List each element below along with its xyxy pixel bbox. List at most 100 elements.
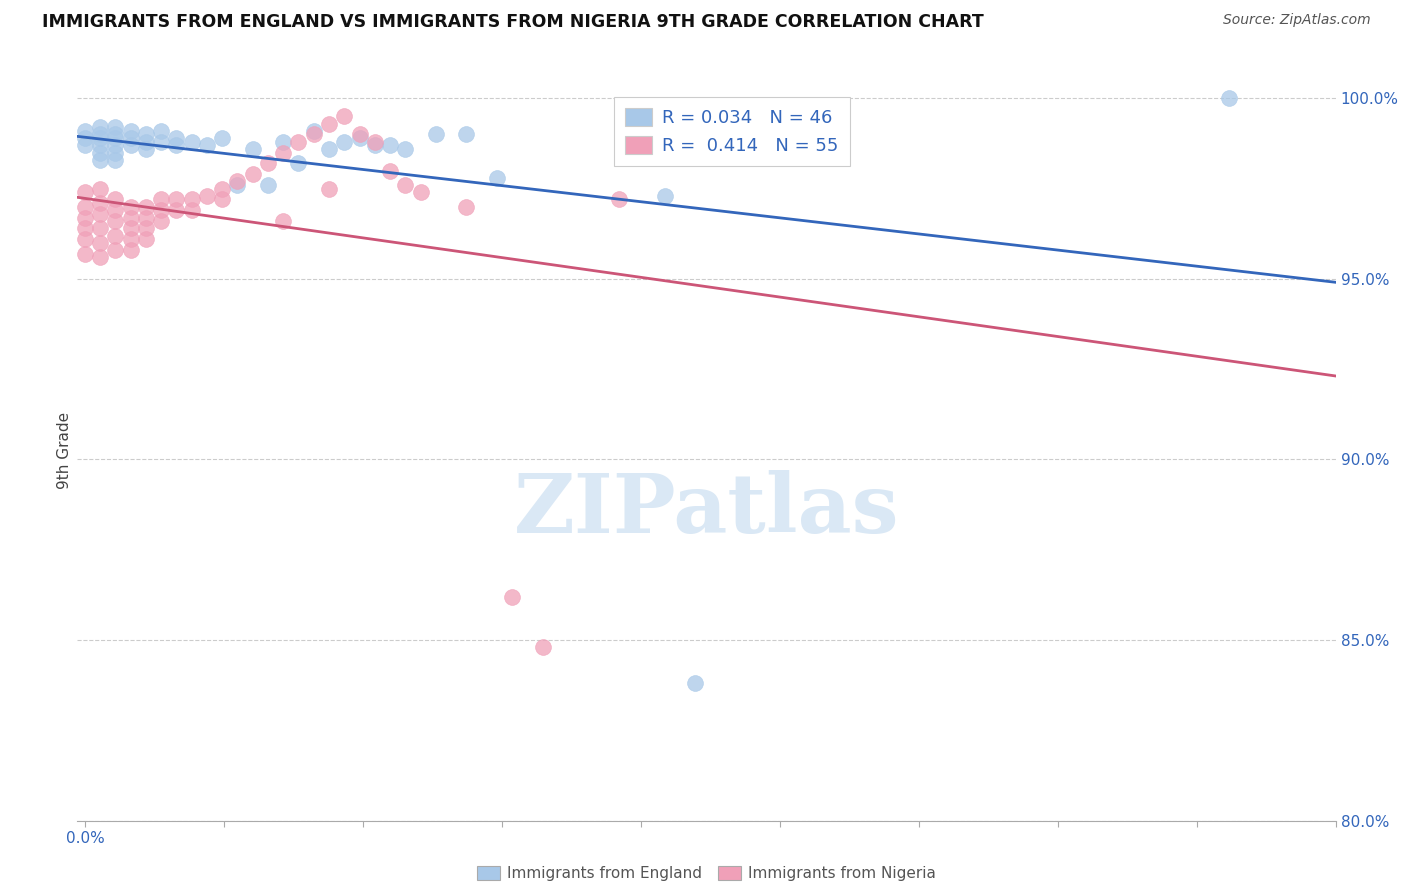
Point bbox=[73, 186, 96, 200]
Point bbox=[287, 135, 309, 149]
Point bbox=[73, 124, 96, 138]
Point bbox=[211, 193, 233, 207]
Point bbox=[378, 138, 401, 153]
Point bbox=[318, 117, 340, 131]
Point bbox=[349, 131, 371, 145]
Point bbox=[1218, 91, 1240, 105]
Point bbox=[409, 186, 432, 200]
Point bbox=[104, 145, 127, 160]
Point bbox=[104, 228, 127, 243]
Point bbox=[150, 124, 173, 138]
Text: IMMIGRANTS FROM ENGLAND VS IMMIGRANTS FROM NIGERIA 9TH GRADE CORRELATION CHART: IMMIGRANTS FROM ENGLAND VS IMMIGRANTS FR… bbox=[42, 13, 984, 31]
Point bbox=[257, 178, 280, 192]
Point bbox=[166, 193, 188, 207]
Point bbox=[349, 128, 371, 142]
Point bbox=[166, 131, 188, 145]
Point bbox=[73, 221, 96, 235]
Y-axis label: 9th Grade: 9th Grade bbox=[56, 412, 72, 489]
Point bbox=[166, 138, 188, 153]
Point bbox=[242, 167, 264, 181]
Point bbox=[135, 221, 157, 235]
Point bbox=[654, 189, 676, 203]
Point bbox=[104, 203, 127, 218]
Point bbox=[89, 138, 111, 153]
Point bbox=[226, 178, 249, 192]
Point bbox=[456, 128, 478, 142]
Point bbox=[150, 214, 173, 228]
Point bbox=[135, 232, 157, 246]
Point bbox=[333, 135, 356, 149]
Point bbox=[89, 250, 111, 264]
Point bbox=[531, 640, 554, 655]
Point bbox=[150, 203, 173, 218]
Point bbox=[211, 181, 233, 195]
Point bbox=[89, 221, 111, 235]
Point bbox=[180, 193, 202, 207]
Point bbox=[135, 128, 157, 142]
Point bbox=[456, 200, 478, 214]
Point bbox=[104, 120, 127, 135]
Text: Source: ZipAtlas.com: Source: ZipAtlas.com bbox=[1223, 13, 1371, 28]
Point bbox=[135, 211, 157, 225]
Point bbox=[73, 211, 96, 225]
Point bbox=[89, 131, 111, 145]
Point bbox=[271, 214, 294, 228]
Point bbox=[180, 135, 202, 149]
Point bbox=[318, 142, 340, 156]
Point bbox=[485, 170, 508, 185]
Point bbox=[211, 131, 233, 145]
Point bbox=[104, 214, 127, 228]
Point bbox=[120, 211, 142, 225]
Point bbox=[89, 196, 111, 211]
Point bbox=[104, 193, 127, 207]
Point bbox=[120, 131, 142, 145]
Point bbox=[226, 174, 249, 188]
Point bbox=[302, 128, 325, 142]
Point bbox=[120, 221, 142, 235]
Point bbox=[180, 203, 202, 218]
Point bbox=[318, 181, 340, 195]
Point bbox=[425, 128, 447, 142]
Point bbox=[394, 178, 416, 192]
Point bbox=[73, 246, 96, 260]
Point bbox=[89, 153, 111, 167]
Point bbox=[73, 200, 96, 214]
Point bbox=[257, 156, 280, 170]
Point bbox=[333, 109, 356, 123]
Point bbox=[120, 138, 142, 153]
Point bbox=[104, 128, 127, 142]
Point bbox=[73, 138, 96, 153]
Point bbox=[120, 124, 142, 138]
Point bbox=[120, 232, 142, 246]
Point bbox=[89, 120, 111, 135]
Point bbox=[135, 142, 157, 156]
Point bbox=[135, 200, 157, 214]
Point bbox=[378, 163, 401, 178]
Point bbox=[271, 145, 294, 160]
Point bbox=[364, 135, 387, 149]
Point bbox=[364, 138, 387, 153]
Point bbox=[150, 193, 173, 207]
Point bbox=[73, 131, 96, 145]
Point bbox=[683, 676, 706, 690]
Point bbox=[271, 135, 294, 149]
Point bbox=[607, 193, 630, 207]
Point bbox=[166, 203, 188, 218]
Point bbox=[242, 142, 264, 156]
Point bbox=[394, 142, 416, 156]
Point bbox=[135, 135, 157, 149]
Point bbox=[104, 243, 127, 257]
Point bbox=[89, 235, 111, 250]
Point bbox=[150, 135, 173, 149]
Legend: Immigrants from England, Immigrants from Nigeria: Immigrants from England, Immigrants from… bbox=[471, 860, 942, 887]
Point bbox=[104, 138, 127, 153]
Point bbox=[302, 124, 325, 138]
Point bbox=[501, 590, 523, 604]
Point bbox=[104, 153, 127, 167]
Point bbox=[104, 131, 127, 145]
Point bbox=[89, 207, 111, 221]
Point bbox=[89, 128, 111, 142]
Point bbox=[120, 200, 142, 214]
Point bbox=[73, 232, 96, 246]
Point bbox=[89, 181, 111, 195]
